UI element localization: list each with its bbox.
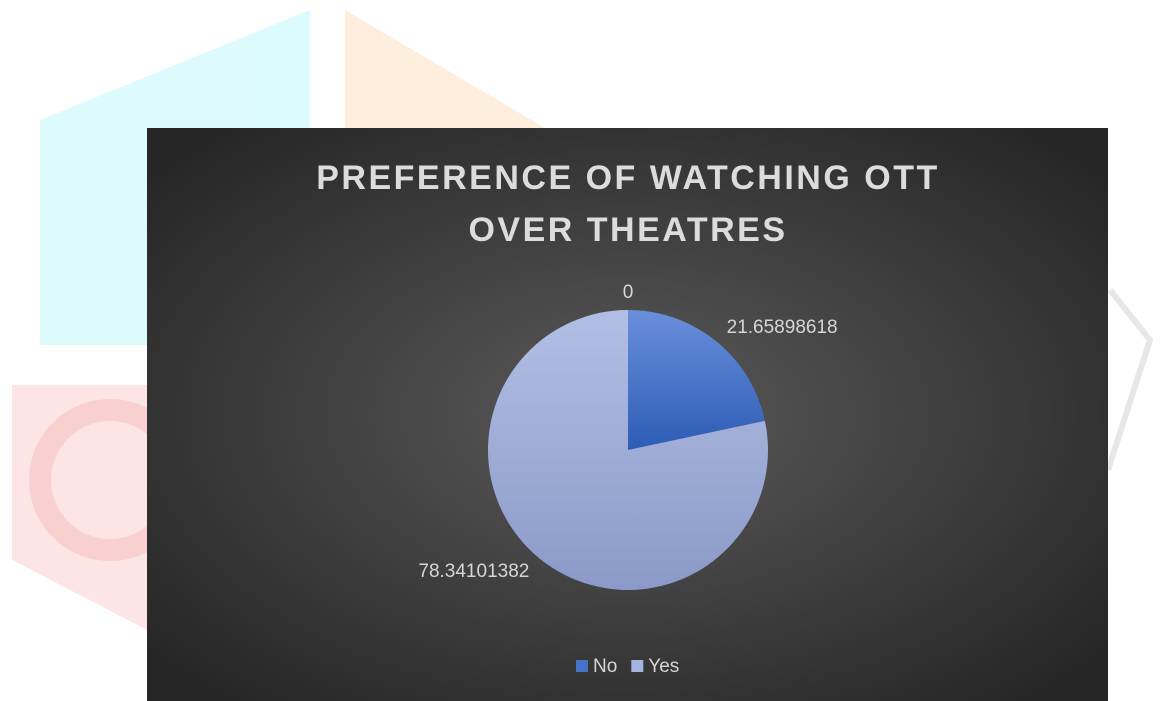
legend-swatch [576, 660, 588, 672]
pie-slice [628, 310, 765, 450]
legend-label: Yes [648, 656, 679, 677]
data-label: 21.65898618 [727, 317, 838, 338]
watermark-shape [345, 10, 545, 128]
legend-swatch [631, 660, 644, 672]
data-label: 0 [623, 282, 634, 303]
plot: 21.65898618 78.34101382 0 No Yes [418, 282, 837, 677]
watermark-line [1105, 288, 1154, 471]
pie-slice [488, 310, 768, 590]
legend-label: No [593, 656, 617, 677]
data-label: 78.34101382 [418, 561, 529, 582]
chart-title: PREFERENCE OF WATCHING OTT OVER THEATRES [316, 159, 940, 249]
